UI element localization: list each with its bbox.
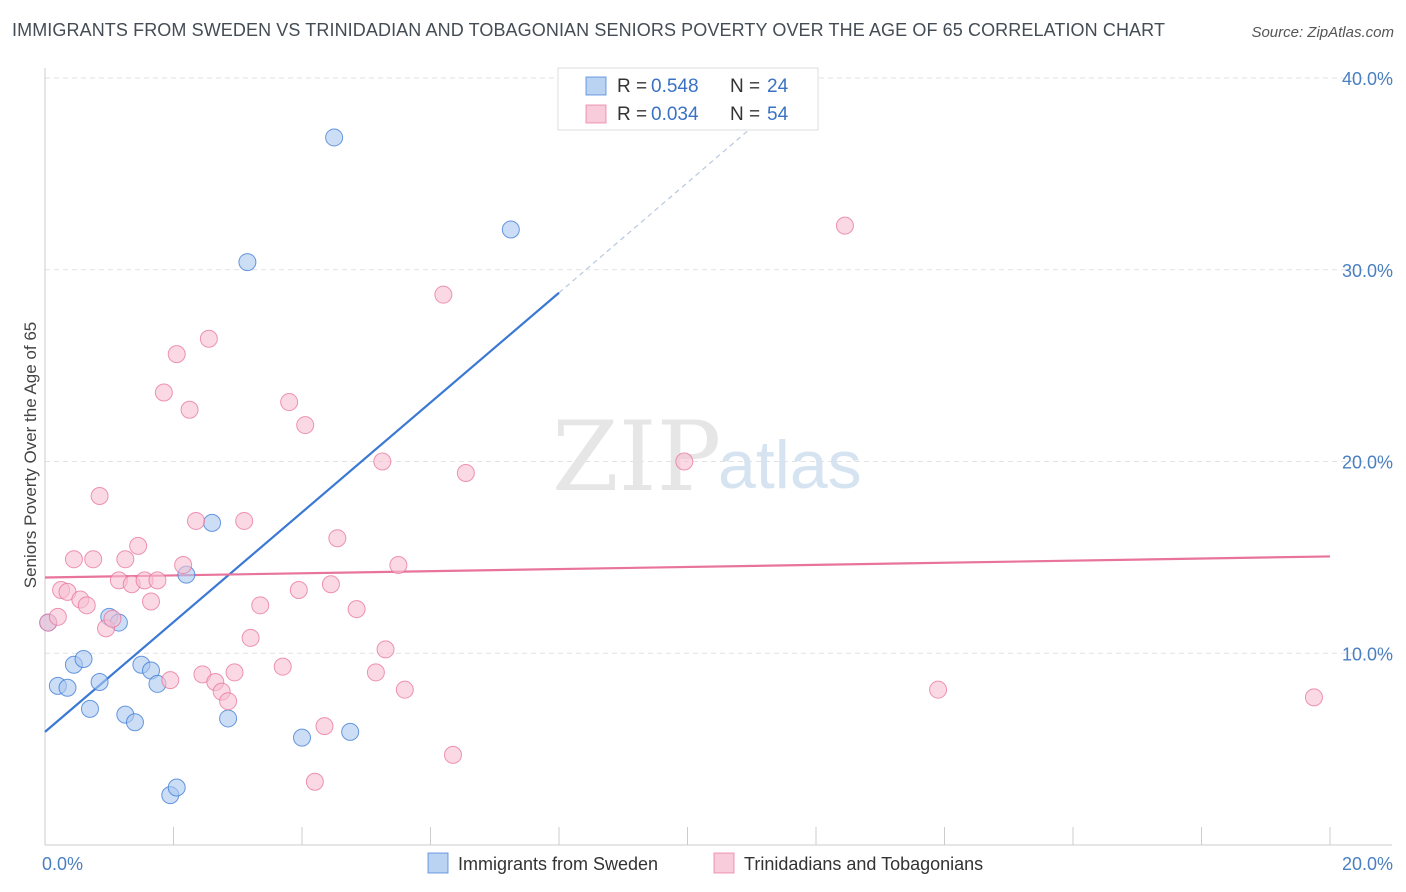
point-trinidad-14 <box>129 536 148 555</box>
legend-n-value-0: 24 <box>767 76 789 97</box>
point-sweden-15 <box>167 778 186 797</box>
point-trinidad-28 <box>219 692 238 711</box>
point-trinidad-49 <box>456 464 475 483</box>
legend-r-label-0: R = <box>617 76 647 97</box>
y-tick-label-0: 10.0% <box>1342 644 1393 664</box>
point-trinidad-30 <box>235 511 254 530</box>
legend-n-label-1: N = <box>730 104 760 125</box>
point-sweden-22 <box>341 722 360 741</box>
point-trinidad-50 <box>675 452 694 471</box>
legend-n-value-1: 54 <box>767 104 789 125</box>
legend-swatch-1 <box>585 104 607 124</box>
y-tick-labels: 10.0% 20.0% 30.0% 40.0% <box>1342 69 1393 664</box>
legend-r-value-1: 0.034 <box>651 104 699 125</box>
watermark: ZIP atlas <box>552 401 862 513</box>
legend: R = 0.548 N = 24 R = 0.034 N = 54 <box>557 67 819 131</box>
source-label: Source: ZipAtlas.com <box>1251 24 1394 41</box>
point-trinidad-51 <box>835 216 854 235</box>
point-trinidad-52 <box>929 680 948 699</box>
point-trinidad-39 <box>321 575 340 594</box>
chart-title: IMMIGRANTS FROM SWEDEN VS TRINIDADIAN AN… <box>12 20 1166 40</box>
data-points <box>39 128 1323 805</box>
bottom-legend: Immigrants from Sweden Trinidadians and T… <box>427 852 983 874</box>
point-trinidad-23 <box>186 511 205 530</box>
point-trinidad-12 <box>116 550 135 569</box>
point-trinidad-16 <box>142 592 161 611</box>
x-tick-labels: 0.0% 20.0% <box>42 854 1393 874</box>
point-trinidad-38 <box>315 717 334 736</box>
point-trinidad-21 <box>174 556 193 575</box>
bottom-legend-label-1: Trinidadians and Tobagonians <box>744 854 983 874</box>
y-tick-label-2: 30.0% <box>1342 261 1393 281</box>
point-sweden-5 <box>80 699 99 718</box>
trend-line-0 <box>44 291 560 733</box>
legend-r-value-0: 0.548 <box>651 76 699 97</box>
axes <box>44 68 1392 846</box>
point-trinidad-6 <box>77 596 96 615</box>
point-trinidad-45 <box>389 556 408 575</box>
trend-line-1 <box>44 555 1331 579</box>
point-trinidad-47 <box>434 285 453 304</box>
watermark-atlas: atlas <box>718 427 862 503</box>
point-sweden-18 <box>219 709 238 728</box>
y-tick-label-1: 20.0% <box>1342 453 1393 473</box>
point-trinidad-1 <box>48 607 67 626</box>
point-trinidad-18 <box>154 383 173 402</box>
point-sweden-21 <box>325 128 344 147</box>
point-trinidad-25 <box>199 329 218 348</box>
watermark-zip: ZIP <box>552 401 721 513</box>
legend-r-label-1: R = <box>617 104 647 125</box>
point-trinidad-48 <box>443 745 462 764</box>
point-sweden-4 <box>74 650 93 669</box>
bottom-legend-swatch-1 <box>713 852 735 874</box>
point-trinidad-17 <box>148 571 167 590</box>
point-trinidad-4 <box>64 550 83 569</box>
x-tick-label-1: 20.0% <box>1342 854 1393 874</box>
point-sweden-23 <box>501 220 520 239</box>
point-trinidad-40 <box>328 529 347 548</box>
y-axis-label: Seniors Poverty Over the Age of 65 <box>21 322 40 588</box>
point-sweden-17 <box>203 513 222 532</box>
point-trinidad-44 <box>376 640 395 659</box>
point-trinidad-19 <box>161 671 180 690</box>
legend-n-label-0: N = <box>730 76 760 97</box>
point-trinidad-34 <box>280 393 299 412</box>
y-tick-label-3: 40.0% <box>1342 69 1393 89</box>
point-sweden-6 <box>90 673 109 692</box>
point-trinidad-36 <box>296 416 315 435</box>
point-sweden-20 <box>293 728 311 747</box>
point-trinidad-22 <box>180 400 199 419</box>
point-trinidad-33 <box>273 657 292 676</box>
point-trinidad-46 <box>395 680 414 699</box>
point-trinidad-35 <box>289 580 308 599</box>
bottom-legend-swatch-0 <box>427 852 449 874</box>
point-trinidad-29 <box>225 663 244 682</box>
point-sweden-19 <box>238 253 257 272</box>
point-trinidad-20 <box>167 345 186 364</box>
point-trinidad-41 <box>347 600 366 619</box>
point-trinidad-43 <box>373 452 392 471</box>
point-trinidad-8 <box>90 487 109 506</box>
point-sweden-2 <box>58 678 77 697</box>
legend-swatch-0 <box>585 76 607 96</box>
point-trinidad-31 <box>241 628 260 647</box>
point-trinidad-37 <box>305 772 324 791</box>
point-trinidad-7 <box>84 550 103 569</box>
point-sweden-10 <box>125 713 144 732</box>
x-tick-label-0: 0.0% <box>42 854 83 874</box>
point-trinidad-53 <box>1304 688 1323 707</box>
bottom-legend-label-0: Immigrants from Sweden <box>458 854 658 874</box>
point-trinidad-42 <box>366 663 385 682</box>
point-trinidad-10 <box>103 609 122 628</box>
point-trinidad-32 <box>251 596 270 615</box>
